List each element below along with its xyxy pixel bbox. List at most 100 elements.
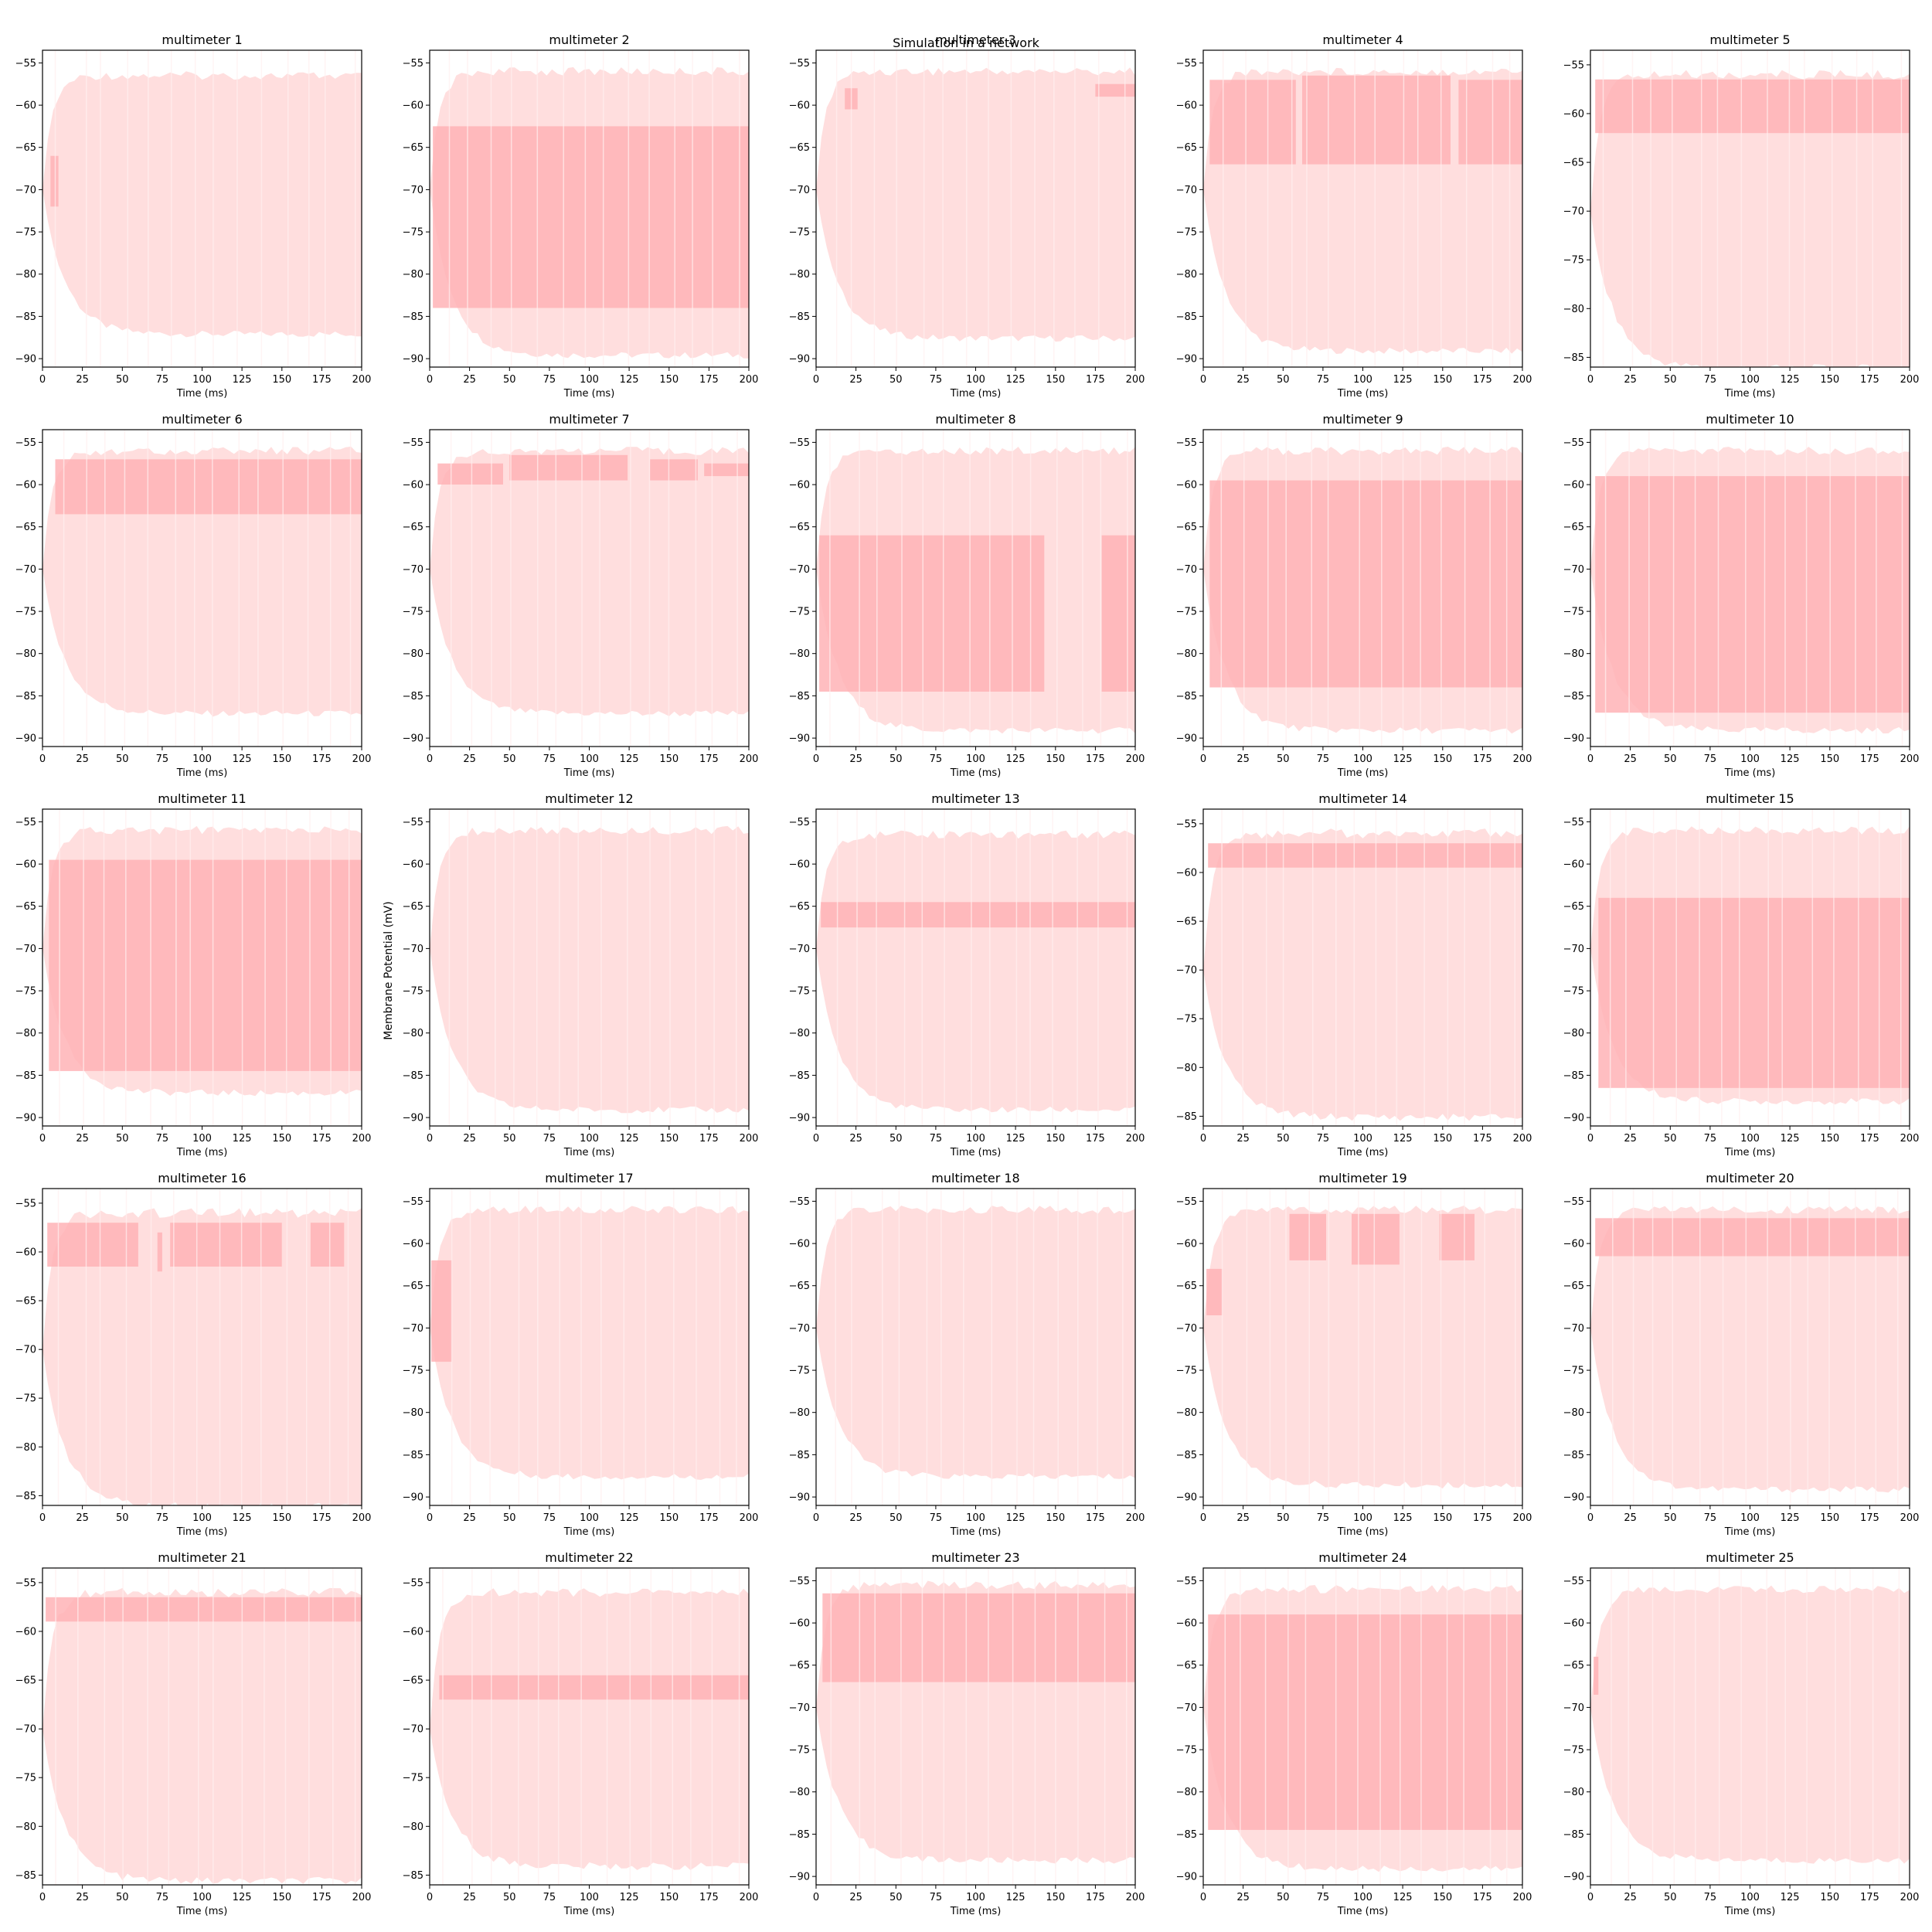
envelope-area: [1590, 1585, 1910, 1864]
y-tick-label: −90: [15, 354, 36, 366]
x-tick-label: 100: [580, 1512, 599, 1524]
y-tick-label: −80: [1176, 1787, 1197, 1798]
y-tick-label: −90: [1563, 1113, 1584, 1124]
x-tick-label: 125: [1393, 753, 1413, 765]
y-tick-label: −80: [789, 648, 810, 660]
y-tick-label: −70: [1563, 1323, 1584, 1335]
y-tick-label: −75: [789, 1366, 810, 1377]
y-tick-label: −65: [789, 522, 810, 533]
y-tick-label: −80: [1563, 1028, 1584, 1039]
y-tick-label: −60: [789, 859, 810, 871]
x-tick-label: 0: [1200, 753, 1206, 765]
x-tick-label: 100: [966, 1512, 985, 1524]
x-tick-label: 100: [192, 753, 212, 765]
subplot: multimeter 4 0 25 50 75 100 125 150 175 200 −90 −85…: [1176, 32, 1532, 400]
y-tick-label: −55: [1563, 437, 1584, 449]
y-tick-label: −90: [403, 733, 423, 745]
y-tick-label: −85: [403, 311, 423, 323]
y-tick-label: −85: [789, 311, 810, 323]
y-tick-label: −80: [403, 1028, 423, 1039]
x-tick-label: 100: [1353, 1892, 1372, 1903]
x-tick-label: 25: [849, 1512, 862, 1524]
y-tick-label: −70: [789, 944, 810, 955]
y-tick-label: −65: [15, 1675, 36, 1687]
activity-band: [157, 1232, 162, 1272]
y-tick-label: −60: [15, 100, 36, 112]
subplot: multimeter 1 0 25 50 75 100 125 150 175 200 −90 −85…: [15, 32, 372, 400]
x-tick-label: 75: [930, 374, 943, 386]
y-tick-label: −60: [789, 480, 810, 492]
subplot-title: multimeter 3: [935, 32, 1015, 47]
x-tick-label: 25: [76, 1892, 89, 1903]
y-tick-label: −90: [403, 1113, 423, 1124]
x-tick-label: 50: [503, 1892, 516, 1903]
x-tick-label: 25: [1624, 1892, 1637, 1903]
x-tick-label: 0: [813, 1133, 819, 1145]
x-tick-label: 75: [543, 1133, 556, 1145]
x-tick-label: 125: [233, 753, 252, 765]
x-tick-label: 175: [312, 1133, 332, 1145]
x-tick-label: 125: [233, 374, 252, 386]
x-tick-label: 100: [966, 753, 985, 765]
x-tick-label: 125: [1393, 1133, 1413, 1145]
y-tick-label: −55: [1176, 818, 1197, 830]
panels: multimeter 10 25 50 75 100 125 150 175 200−90−85…: [15, 32, 1920, 1917]
x-axis-label: Time (ms): [1337, 1526, 1389, 1538]
y-tick-label: −75: [15, 1773, 36, 1784]
x-axis-label: Time (ms): [176, 767, 228, 779]
x-tick-label: 25: [849, 374, 862, 386]
x-tick-label: 100: [580, 753, 599, 765]
y-tick-label: −55: [1563, 817, 1584, 828]
x-tick-label: 0: [427, 374, 433, 386]
x-axis-label: Time (ms): [950, 1147, 1002, 1158]
y-tick-label: −55: [15, 1198, 36, 1209]
x-tick-label: 200: [1513, 374, 1532, 386]
y-tick-label: −75: [1176, 227, 1197, 239]
x-tick-label: 125: [1006, 374, 1026, 386]
x-axis-label: Time (ms): [563, 1526, 615, 1538]
x-tick-label: 150: [1046, 1892, 1065, 1903]
y-tick-label: −55: [789, 1196, 810, 1208]
y-tick-label: −85: [1176, 311, 1197, 323]
x-tick-label: 200: [1513, 1892, 1532, 1903]
y-tick-label: −85: [1563, 1070, 1584, 1082]
activity-band: [1595, 79, 1910, 134]
x-tick-label: 100: [1353, 374, 1372, 386]
x-tick-label: 125: [1006, 753, 1026, 765]
x-tick-label: 75: [1704, 374, 1717, 386]
envelope-area: [43, 1208, 362, 1505]
y-tick-label: −90: [789, 1492, 810, 1504]
y-tick-label: −70: [15, 564, 36, 576]
y-tick-label: −85: [1176, 691, 1197, 702]
x-tick-label: 150: [1433, 374, 1452, 386]
y-tick-label: −90: [789, 1872, 810, 1883]
x-tick-label: 100: [192, 1512, 212, 1524]
activity-band: [1208, 1614, 1522, 1830]
x-tick-label: 175: [312, 1892, 332, 1903]
subplot-title: multimeter 9: [1322, 412, 1403, 427]
x-tick-label: 200: [1513, 1512, 1532, 1524]
y-tick-label: −75: [403, 986, 423, 998]
x-tick-label: 0: [39, 374, 46, 386]
x-tick-label: 200: [1126, 374, 1145, 386]
y-tick-label: −80: [1176, 648, 1197, 660]
x-tick-label: 50: [116, 374, 129, 386]
x-tick-label: 0: [813, 1512, 819, 1524]
x-tick-label: 125: [620, 753, 639, 765]
y-tick-label: −80: [403, 269, 423, 281]
y-tick-label: −70: [403, 1724, 423, 1736]
x-tick-label: 150: [272, 374, 291, 386]
x-tick-label: 175: [1473, 753, 1492, 765]
x-tick-label: 150: [272, 1512, 291, 1524]
x-tick-label: 200: [1126, 1133, 1145, 1145]
y-tick-label: −85: [15, 1070, 36, 1082]
y-tick-label: −80: [15, 1442, 36, 1454]
y-tick-label: −65: [1176, 522, 1197, 533]
y-tick-label: −80: [403, 1821, 423, 1833]
subplot: multimeter 7 0 25 50 75 100 125 150 175 200 −90 −85…: [403, 412, 759, 779]
y-tick-label: −85: [789, 1070, 810, 1082]
x-tick-label: 25: [76, 1133, 89, 1145]
y-tick-label: −65: [789, 142, 810, 154]
y-tick-label: −80: [789, 269, 810, 281]
subplot: multimeter 20 0 25 50 75 100 125 150 175 200 −90 −8…: [1563, 1171, 1920, 1538]
